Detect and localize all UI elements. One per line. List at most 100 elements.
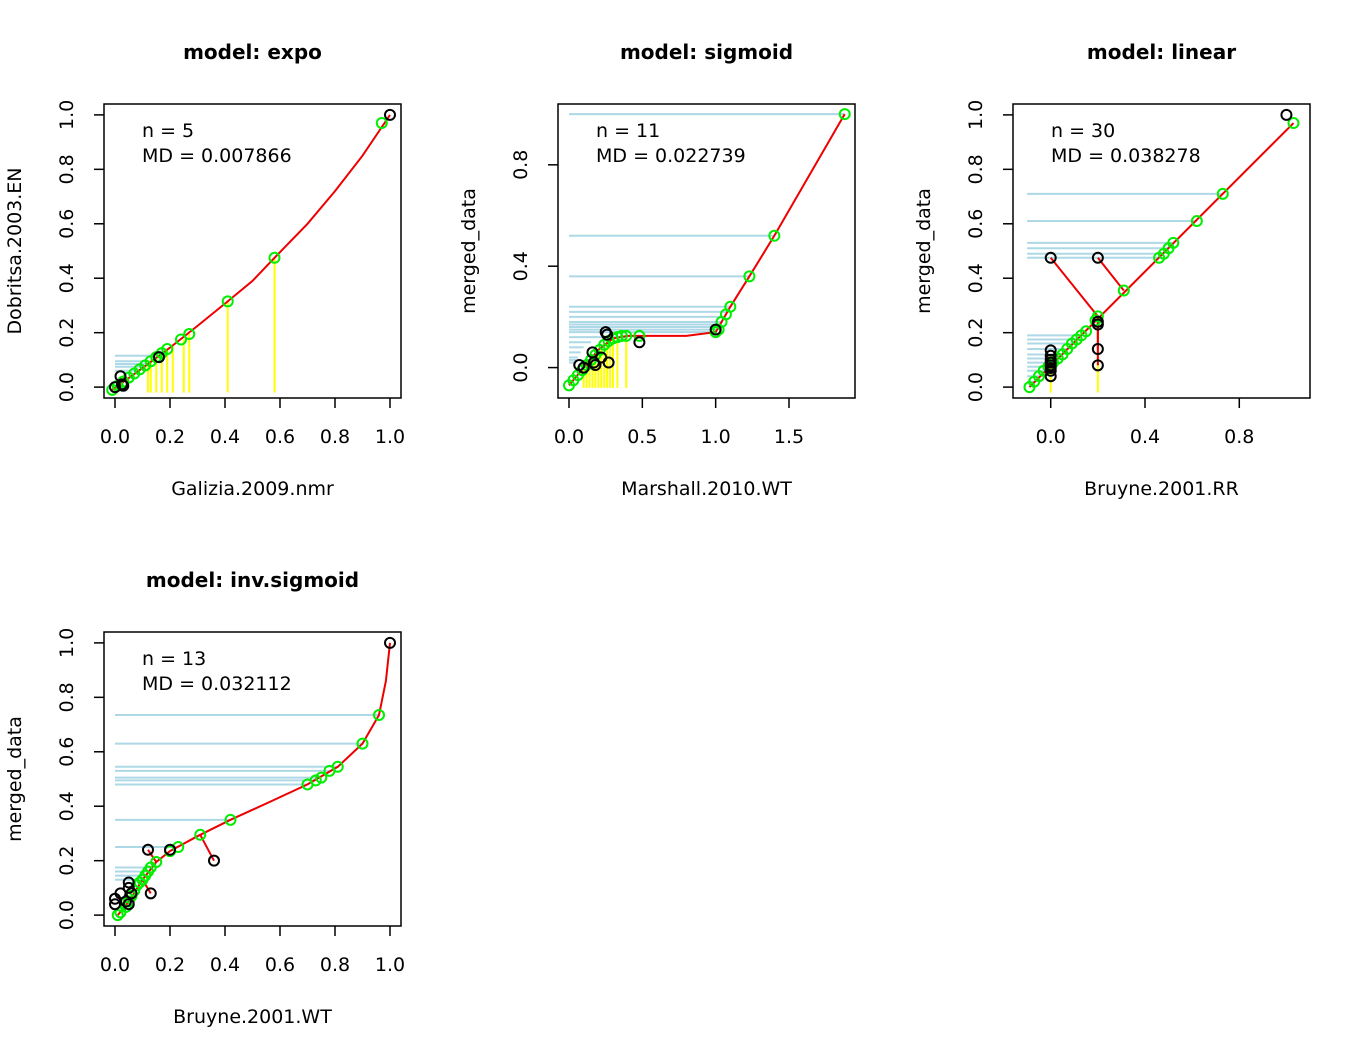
x-tick-label: 0.4: [210, 426, 240, 448]
observed-point: [109, 381, 121, 394]
observed-point: [601, 328, 614, 341]
y-tick-label: 0.8: [56, 154, 78, 184]
observed-point: [208, 854, 220, 867]
x-tick-label: 1.5: [774, 426, 804, 448]
fitted-point: [356, 737, 369, 750]
observed-point: [122, 898, 135, 911]
fitted-point: [375, 117, 388, 130]
y-tick-label: 0.0: [510, 352, 532, 382]
x-tick-label: 0.0: [100, 954, 130, 976]
observed-point: [1044, 251, 1057, 264]
plot-frame: [103, 103, 402, 399]
y-tick-label: 0.0: [56, 372, 78, 402]
chart-title: model: linear: [1087, 40, 1236, 64]
observed-point: [142, 843, 154, 856]
observed-point: [384, 108, 396, 121]
observed-point: [164, 843, 176, 856]
annotation-text: n = 11: [596, 120, 660, 142]
x-axis-label: Bruyne.2001.RR: [1084, 478, 1239, 500]
observed-point: [1044, 370, 1057, 383]
observed-point: [153, 351, 165, 364]
plot-frame: [557, 103, 856, 399]
y-tick-label: 1.0: [56, 628, 78, 658]
fitted-point: [161, 343, 174, 355]
fitted-point: [743, 270, 756, 283]
residual-segment: [1097, 257, 1125, 292]
y-tick-label: 0.0: [56, 900, 78, 930]
residual-segment: [1049, 257, 1099, 317]
observed-point: [117, 379, 130, 392]
x-tick-label: 0.6: [265, 954, 295, 976]
observed-point: [1280, 108, 1293, 121]
fitted-point: [268, 251, 281, 264]
fitted-point: [1190, 215, 1203, 228]
chart-title: model: sigmoid: [620, 40, 793, 64]
y-tick-label: 0.8: [56, 682, 78, 712]
observed-point: [589, 359, 602, 372]
x-tick-label: 0.2: [155, 954, 185, 976]
fitted-point: [194, 828, 207, 841]
y-tick-label: 0.2: [56, 318, 78, 348]
x-tick-label: 0.2: [155, 426, 185, 448]
x-tick-label: 1.0: [375, 426, 405, 448]
fitted-point: [150, 856, 163, 869]
fitted-point: [724, 300, 737, 313]
annotation-text: n = 5: [142, 120, 194, 142]
observed-point: [602, 356, 615, 369]
y-axis-label: Dobritsa.2003.EN: [4, 167, 26, 334]
x-tick-label: 0.8: [1224, 426, 1254, 448]
y-axis-label: merged_data: [458, 188, 480, 314]
x-tick-label: 0.8: [320, 426, 350, 448]
x-tick-label: 0.4: [1130, 426, 1160, 448]
x-tick-label: 0.0: [554, 426, 584, 448]
y-tick-label: 0.8: [965, 154, 987, 184]
y-tick-label: 0.4: [56, 263, 78, 293]
y-axis-label: merged_data: [4, 716, 26, 842]
x-tick-label: 1.0: [375, 954, 405, 976]
chart-title: model: expo: [183, 40, 322, 64]
plot-frame: [103, 631, 402, 927]
observed-point: [120, 895, 132, 908]
annotation-text: MD = 0.032112: [142, 673, 292, 695]
y-tick-label: 0.2: [56, 846, 78, 876]
annotation-text: n = 13: [142, 648, 206, 670]
panel-linear: model: linear 0.0 0.4 0.8 0.0 0.2 0.4 0.6 0.8 1.0…: [913, 40, 1311, 500]
fitted-point: [331, 760, 344, 773]
x-tick-label: 0.0: [1036, 426, 1066, 448]
annotation-text: MD = 0.007866: [142, 145, 292, 167]
fitted-point: [373, 709, 385, 722]
observed-point: [115, 378, 128, 391]
fitted-point: [620, 329, 633, 342]
fitted-point: [1287, 117, 1300, 130]
x-tick-label: 0.4: [210, 954, 240, 976]
fitted-point: [1117, 284, 1130, 297]
fitted-point: [1216, 187, 1229, 200]
observed-point: [384, 636, 396, 649]
y-tick-label: 0.0: [965, 372, 987, 402]
fitted-point: [838, 108, 851, 121]
fitted-point: [224, 813, 237, 826]
x-axis-label: Bruyne.2001.WT: [173, 1006, 332, 1028]
x-axis-label: Marshall.2010.WT: [621, 478, 792, 500]
x-tick-label: 1.0: [701, 426, 731, 448]
panel-sigmoid: model: sigmoid 0.0 0.5 1.0 1.5 0.0 0.4 0.8 Marsh…: [458, 40, 856, 500]
y-tick-label: 0.6: [965, 209, 987, 239]
observed-point: [122, 876, 135, 889]
y-tick-label: 0.8: [510, 150, 532, 180]
fitted-point: [221, 295, 234, 308]
annotation-text: MD = 0.022739: [596, 145, 746, 167]
observed-point: [1091, 251, 1104, 264]
x-tick-label: 0.8: [320, 954, 350, 976]
observed-point: [709, 323, 722, 336]
x-tick-label: 0.6: [265, 426, 295, 448]
observed-point: [633, 336, 646, 349]
fitted-point: [1080, 325, 1093, 338]
fitted-point: [175, 333, 187, 346]
fitted-point: [1167, 236, 1180, 249]
observed-point: [144, 887, 157, 900]
annotation-text: MD = 0.038278: [1051, 145, 1201, 167]
observed-point: [1044, 364, 1057, 377]
y-tick-label: 0.2: [965, 318, 987, 348]
y-tick-label: 1.0: [56, 100, 78, 130]
